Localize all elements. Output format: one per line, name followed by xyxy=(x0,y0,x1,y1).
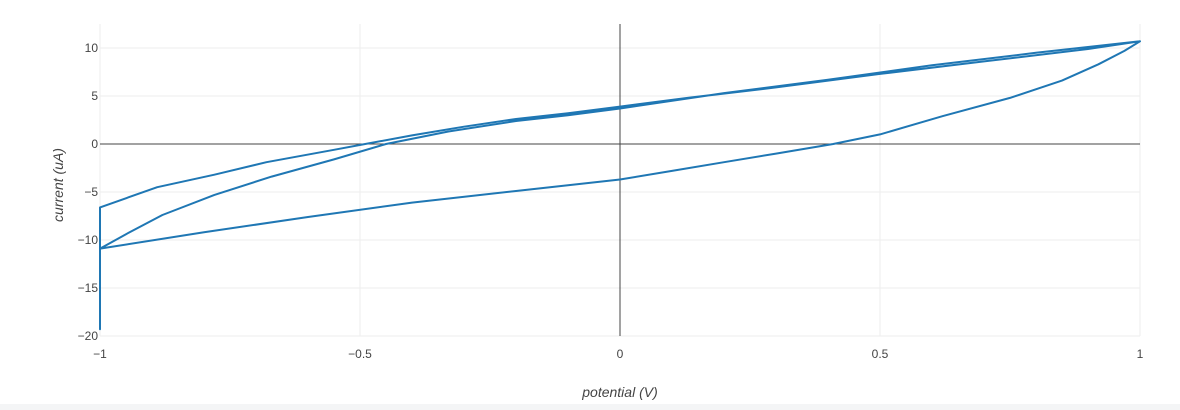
y-tick-label: 10 xyxy=(85,41,99,55)
series-line xyxy=(99,40,1141,331)
bottom-strip xyxy=(0,404,1180,410)
x-tick-label: 0 xyxy=(617,347,624,361)
y-tick-label: −15 xyxy=(78,281,99,295)
y-tick-label: 0 xyxy=(91,137,98,151)
series-layer xyxy=(99,40,1141,331)
y-tick-label: −10 xyxy=(78,233,99,247)
y-axis-title: current (uA) xyxy=(50,148,66,222)
x-tick-label: −0.5 xyxy=(348,347,372,361)
x-axis-title: potential (V) xyxy=(581,384,657,400)
y-tick-label: −20 xyxy=(78,329,99,343)
x-axis-ticks: −1 −0.5 0 0.5 1 xyxy=(93,347,1144,361)
x-tick-label: −1 xyxy=(93,347,107,361)
x-tick-label: 1 xyxy=(1137,347,1144,361)
y-axis-ticks: −20 −15 −10 −5 0 5 10 xyxy=(78,41,99,343)
x-tick-label: 0.5 xyxy=(872,347,889,361)
y-tick-label: 5 xyxy=(91,89,98,103)
y-tick-label: −5 xyxy=(84,185,98,199)
